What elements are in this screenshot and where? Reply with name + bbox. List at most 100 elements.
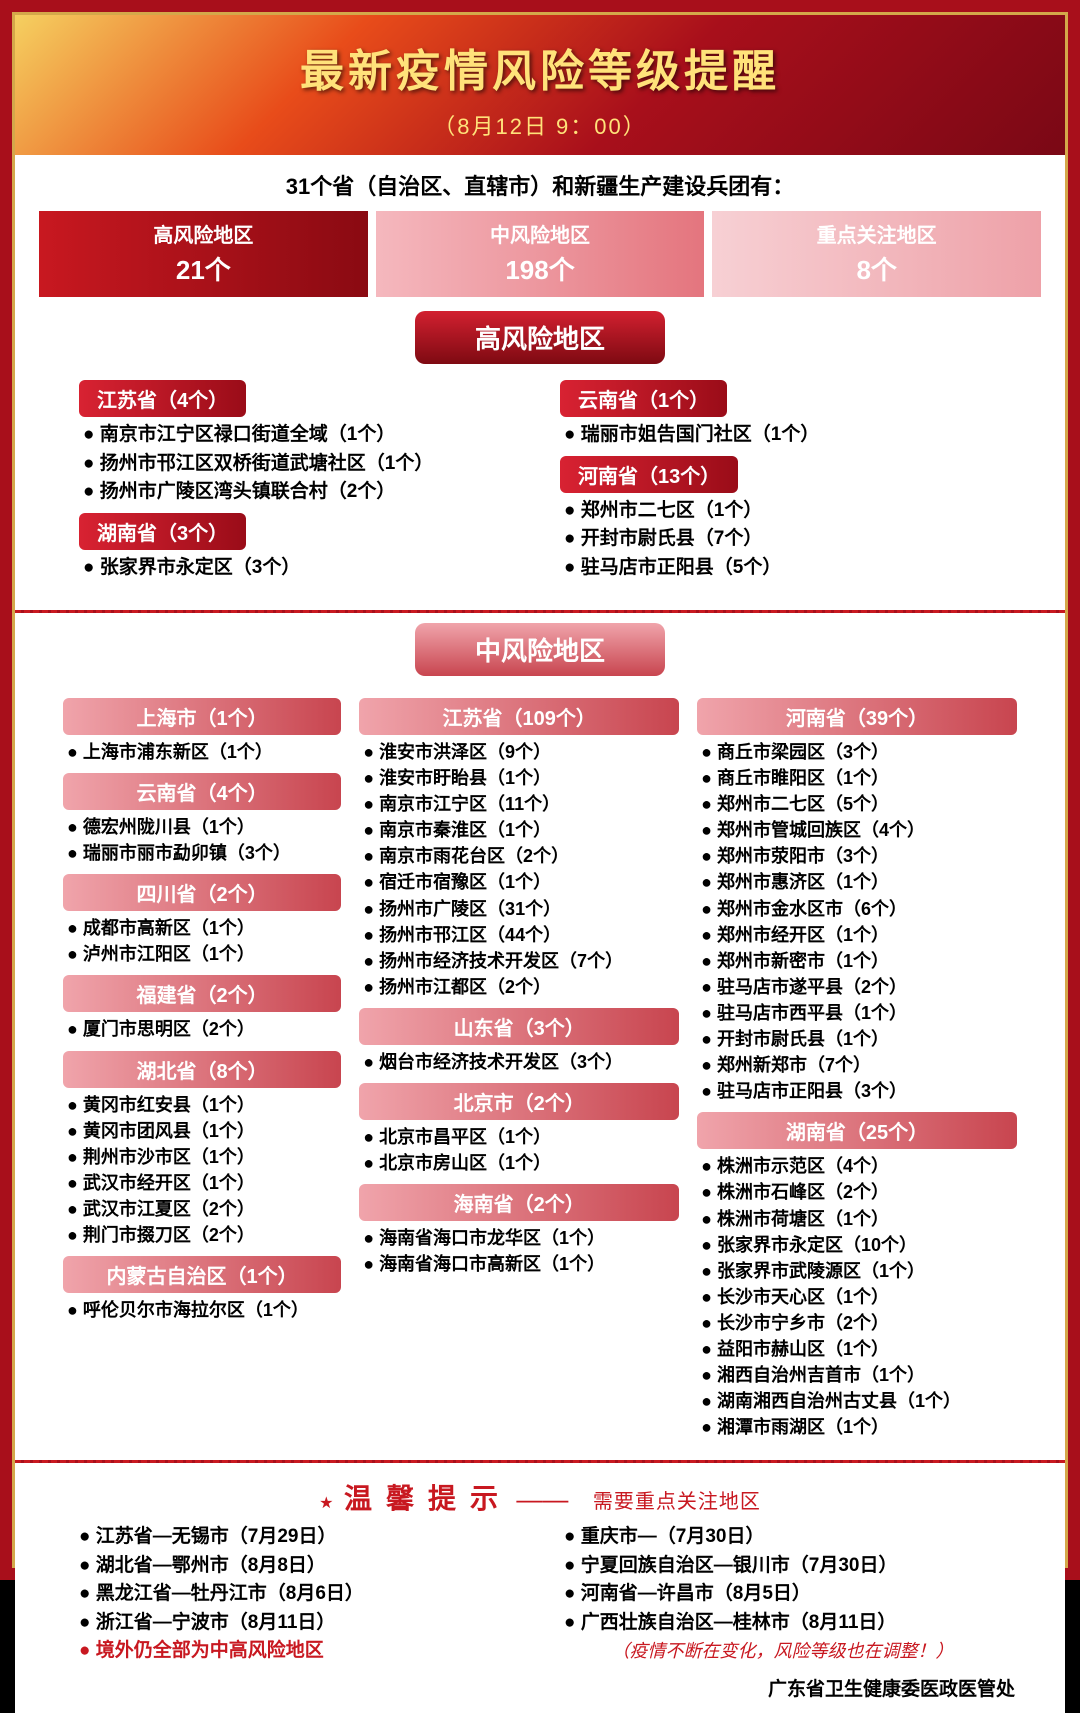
reminder-title: 温馨提示 <box>344 1483 512 1514</box>
mid-risk-area: 中风险地区 上海市（1个）上海市浦东新区（1个）云南省（4个）德宏州陇川县（1个… <box>15 613 1065 1460</box>
area-item: 武汉市江夏区（2个） <box>67 1196 341 1222</box>
area-item: 郑州市荥阳市（3个） <box>701 843 1017 869</box>
area-item: 瑞丽市姐告国门社区（1个） <box>564 421 1001 450</box>
area-item: 北京市昌平区（1个） <box>363 1124 679 1150</box>
summary-key: 重点关注地区 8个 <box>712 211 1041 297</box>
area-item: 宿迁市宿豫区（1个） <box>363 869 679 895</box>
area-item: 德宏州陇川县（1个） <box>67 814 341 840</box>
area-item: 海南省海口市高新区（1个） <box>363 1251 679 1277</box>
area-item: 商丘市睢阳区（1个） <box>701 765 1017 791</box>
area-item: 郑州市经开区（1个） <box>701 922 1017 948</box>
summary-row: 高风险地区 21个 中风险地区 198个 重点关注地区 8个 <box>39 211 1041 297</box>
reminder-item: 宁夏回族自治区—银川市（7月30日） <box>564 1552 1005 1581</box>
area-item: 驻马店市西平县（1个） <box>701 1000 1017 1026</box>
area-item: 湖南湘西自治州古丈县（1个） <box>701 1388 1017 1414</box>
high-risk-header: 高风险地区 <box>39 311 1041 364</box>
province-pill: 河南省（39个） <box>697 698 1017 735</box>
area-item: 张家界市永定区（10个） <box>701 1232 1017 1258</box>
province-pill: 内蒙古自治区（1个） <box>63 1256 341 1293</box>
area-item: 驻马店市正阳县（3个） <box>701 1078 1017 1104</box>
area-item: 湘潭市雨湖区（1个） <box>701 1414 1017 1440</box>
area-item: 成都市高新区（1个） <box>67 915 341 941</box>
high-risk-left: 江苏省（4个）南京市江宁区禄口街道全域（1个）扬州市邗江区双桥街道武塘社区（1个… <box>79 374 520 582</box>
area-item: 扬州市经济技术开发区（7个） <box>363 948 679 974</box>
province-pill: 江苏省（109个） <box>359 698 679 735</box>
high-risk-right: 云南省（1个） 瑞丽市姐告国门社区（1个） 河南省（13个） 郑州市二七区（1个）开封… <box>560 374 1001 582</box>
header-time: （8月12日 9：00） <box>15 109 1065 141</box>
reminder-header: ★ 温馨提示 —— 需要重点关注地区 <box>39 1477 1041 1517</box>
province-pill: 四川省（2个） <box>63 874 341 911</box>
area-item: 长沙市宁乡市（2个） <box>701 1310 1017 1336</box>
province-pill: 河南省（13个） <box>560 456 738 493</box>
area-item: 北京市房山区（1个） <box>363 1150 679 1176</box>
area-item: 郑州市管城回族区（4个） <box>701 817 1017 843</box>
area-item: 黄冈市团风县（1个） <box>67 1118 341 1144</box>
area-item: 郑州市二七区（5个） <box>701 791 1017 817</box>
star-icon: ★ <box>319 1495 333 1512</box>
high-risk-columns: 江苏省（4个）南京市江宁区禄口街道全域（1个）扬州市邗江区双桥街道武塘社区（1个… <box>39 374 1041 596</box>
province-pill: 山东省（3个） <box>359 1008 679 1045</box>
reminder-item: 重庆市—（7月30日） <box>564 1523 1005 1552</box>
province-pill: 湖南省（25个） <box>697 1112 1017 1149</box>
area-item: 郑州市金水区市（6个） <box>701 896 1017 922</box>
area-item: 淮安市洪泽区（9个） <box>363 739 679 765</box>
reminder-item: 湖北省—鄂州市（8月8日） <box>79 1552 520 1581</box>
mid-risk-columns: 上海市（1个）上海市浦东新区（1个）云南省（4个）德宏州陇川县（1个）瑞丽市丽市… <box>39 686 1041 1450</box>
area-item: 张家界市武陵源区（1个） <box>701 1258 1017 1284</box>
province-pill: 海南省（2个） <box>359 1184 679 1221</box>
area-item: 郑州新郑市（7个） <box>701 1052 1017 1078</box>
area-item: 南京市秦淮区（1个） <box>363 817 679 843</box>
reminder-item: 江苏省—无锡市（7月29日） <box>79 1523 520 1552</box>
source-line: 广东省卫生健康委医政医管处 <box>39 1674 1041 1709</box>
high-risk-title: 高风险地区 <box>415 311 665 364</box>
area-item: 厦门市思明区（2个） <box>67 1016 341 1042</box>
area-item: 郑州市新密市（1个） <box>701 948 1017 974</box>
area-item: 株洲市石峰区（2个） <box>701 1179 1017 1205</box>
area-item: 郑州市二七区（1个） <box>564 497 1001 526</box>
area-item: 驻马店市遂平县（2个） <box>701 974 1017 1000</box>
area-item: 烟台市经济技术开发区（3个） <box>363 1049 679 1075</box>
reminder-item: 境外仍全部为中高风险地区 <box>79 1637 520 1666</box>
area-item: 株洲市荷塘区（1个） <box>701 1206 1017 1232</box>
province-pill: 湖南省（3个） <box>79 513 246 550</box>
header-band: 最新疫情风险等级提醒 （8月12日 9：00） <box>15 15 1065 155</box>
area-item: 益阳市赫山区（1个） <box>701 1336 1017 1362</box>
area-item: 扬州市广陵区（31个） <box>363 896 679 922</box>
area-item: 荆州市沙市区（1个） <box>67 1144 341 1170</box>
mid-risk-col2: 江苏省（109个） 淮安市洪泽区（9个）淮安市盱眙县（1个）南京市江宁区（11个）… <box>359 690 679 1440</box>
summary-key-count: 8个 <box>712 250 1041 287</box>
mid-risk-col3: 河南省（39个）商丘市梁园区（3个）商丘市睢阳区（1个）郑州市二七区（5个）郑州… <box>697 690 1017 1440</box>
area-item: 扬州市邗江区（44个） <box>363 922 679 948</box>
summary-mid: 中风险地区 198个 <box>376 211 705 297</box>
area-item: 郑州市惠济区（1个） <box>701 869 1017 895</box>
province-pill: 云南省（1个） <box>560 380 727 417</box>
reminder-item: 黑龙江省—牡丹江市（8月6日） <box>79 1580 520 1609</box>
area-item: 上海市浦东新区（1个） <box>67 739 341 765</box>
area-item: 长沙市天心区（1个） <box>701 1284 1017 1310</box>
province-pill: 江苏省（4个） <box>79 380 246 417</box>
reminder-item: 广西壮族自治区—桂林市（8月11日） <box>564 1609 1005 1638</box>
main-title: 最新疫情风险等级提醒 <box>15 35 1065 99</box>
area-item: 瑞丽市丽市勐卯镇（3个） <box>67 840 341 866</box>
area-item: 商丘市梁园区（3个） <box>701 739 1017 765</box>
area-item: 南京市江宁区（11个） <box>363 791 679 817</box>
reminder-item: 浙江省—宁波市（8月11日） <box>79 1609 520 1638</box>
area-item: 荆门市掇刀区（2个） <box>67 1222 341 1248</box>
area-item: 驻马店市正阳县（5个） <box>564 554 1001 583</box>
reminder-left: 江苏省—无锡市（7月29日）湖北省—鄂州市（8月8日）黑龙江省—牡丹江市（8月6… <box>75 1523 520 1666</box>
province-pill: 福建省（2个） <box>63 975 341 1012</box>
summary-high-count: 21个 <box>39 250 368 287</box>
area-item: 海南省海口市龙华区（1个） <box>363 1225 679 1251</box>
mid-risk-col1: 上海市（1个）上海市浦东新区（1个）云南省（4个）德宏州陇川县（1个）瑞丽市丽市… <box>63 690 341 1440</box>
area-item: 开封市尉氏县（7个） <box>564 525 1001 554</box>
subheader: 31个省（自治区、直辖市）和新疆生产建设兵团有： <box>39 169 1041 201</box>
reminder-area: ★ 温馨提示 —— 需要重点关注地区 江苏省—无锡市（7月29日）湖北省—鄂州市… <box>15 1463 1065 1713</box>
poster-page: 最新疫情风险等级提醒 （8月12日 9：00） 31个省（自治区、直辖市）和新疆… <box>0 0 1080 1580</box>
summary-mid-count: 198个 <box>376 250 705 287</box>
province-pill: 云南省（4个） <box>63 773 341 810</box>
inner-border: 最新疫情风险等级提醒 （8月12日 9：00） 31个省（自治区、直辖市）和新疆… <box>12 12 1068 1568</box>
area-item: 黄冈市红安县（1个） <box>67 1092 341 1118</box>
area-item: 淮安市盱眙县（1个） <box>363 765 679 791</box>
mid-risk-header: 中风险地区 <box>39 623 1041 676</box>
area-item: 株洲市示范区（4个） <box>701 1153 1017 1179</box>
